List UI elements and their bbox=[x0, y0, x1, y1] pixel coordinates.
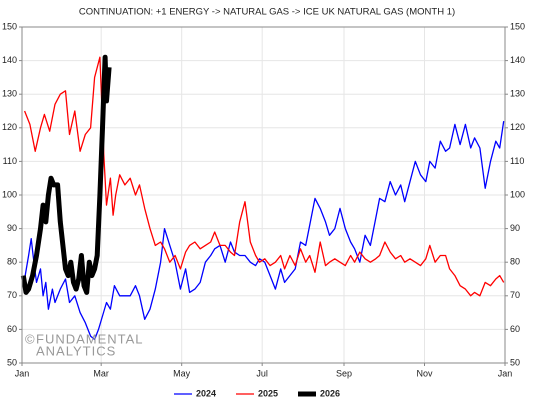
plot-frame bbox=[21, 26, 506, 364]
legend: 2024 2025 2026 bbox=[174, 388, 340, 398]
y-tick-label: 70 bbox=[7, 290, 17, 300]
y-tick-label: 140 bbox=[2, 55, 17, 65]
y2-tick-label: 140 bbox=[510, 55, 525, 65]
y2-tick-label: 60 bbox=[510, 324, 520, 334]
watermark: ANALYTICS bbox=[36, 343, 116, 358]
x-tick-label: May bbox=[173, 368, 191, 378]
watermark-symbol: © bbox=[25, 331, 36, 346]
x-tick-label: Jul bbox=[256, 368, 268, 378]
x-tick-label: Jan bbox=[498, 368, 513, 378]
y2-tick-label: 70 bbox=[510, 290, 520, 300]
legend-label: 2025 bbox=[258, 388, 278, 398]
legend-label: 2024 bbox=[196, 388, 216, 398]
y2-tick-label: 100 bbox=[510, 189, 525, 199]
watermark: FUNDAMENTAL bbox=[36, 331, 144, 346]
y-tick-label: 100 bbox=[2, 189, 17, 199]
y-tick-label: 80 bbox=[7, 257, 17, 267]
series-line bbox=[23, 56, 505, 297]
y2-tick-label: 130 bbox=[510, 89, 525, 99]
series-line bbox=[20, 54, 112, 295]
y-tick-label: 50 bbox=[7, 357, 17, 367]
y2-tick-label: 50 bbox=[510, 357, 520, 367]
y-tick-label: 60 bbox=[7, 324, 17, 334]
x-tick-label: Nov bbox=[416, 368, 433, 378]
y2-tick-label: 150 bbox=[510, 21, 525, 31]
y-tick-label: 120 bbox=[2, 122, 17, 132]
legend-label: 2026 bbox=[320, 388, 340, 398]
y2-tick-label: 90 bbox=[510, 223, 520, 233]
x-tick-label: Sep bbox=[336, 368, 352, 378]
x-tick-label: Jan bbox=[15, 368, 30, 378]
y2-tick-label: 80 bbox=[510, 257, 520, 267]
chart-title: CONTINUATION: +1 ENERGY -> NATURAL GAS -… bbox=[79, 7, 455, 18]
y-tick-label: 110 bbox=[3, 156, 17, 166]
y-tick-label: 150 bbox=[2, 21, 17, 31]
y-tick-label: 130 bbox=[2, 89, 17, 99]
y-tick-label: 90 bbox=[7, 223, 17, 233]
plot bbox=[20, 54, 505, 341]
x-tick-label: Mar bbox=[93, 368, 109, 378]
series-line bbox=[23, 121, 505, 341]
y2-tick-label: 110 bbox=[510, 156, 524, 166]
y2-tick-label: 120 bbox=[510, 122, 525, 132]
